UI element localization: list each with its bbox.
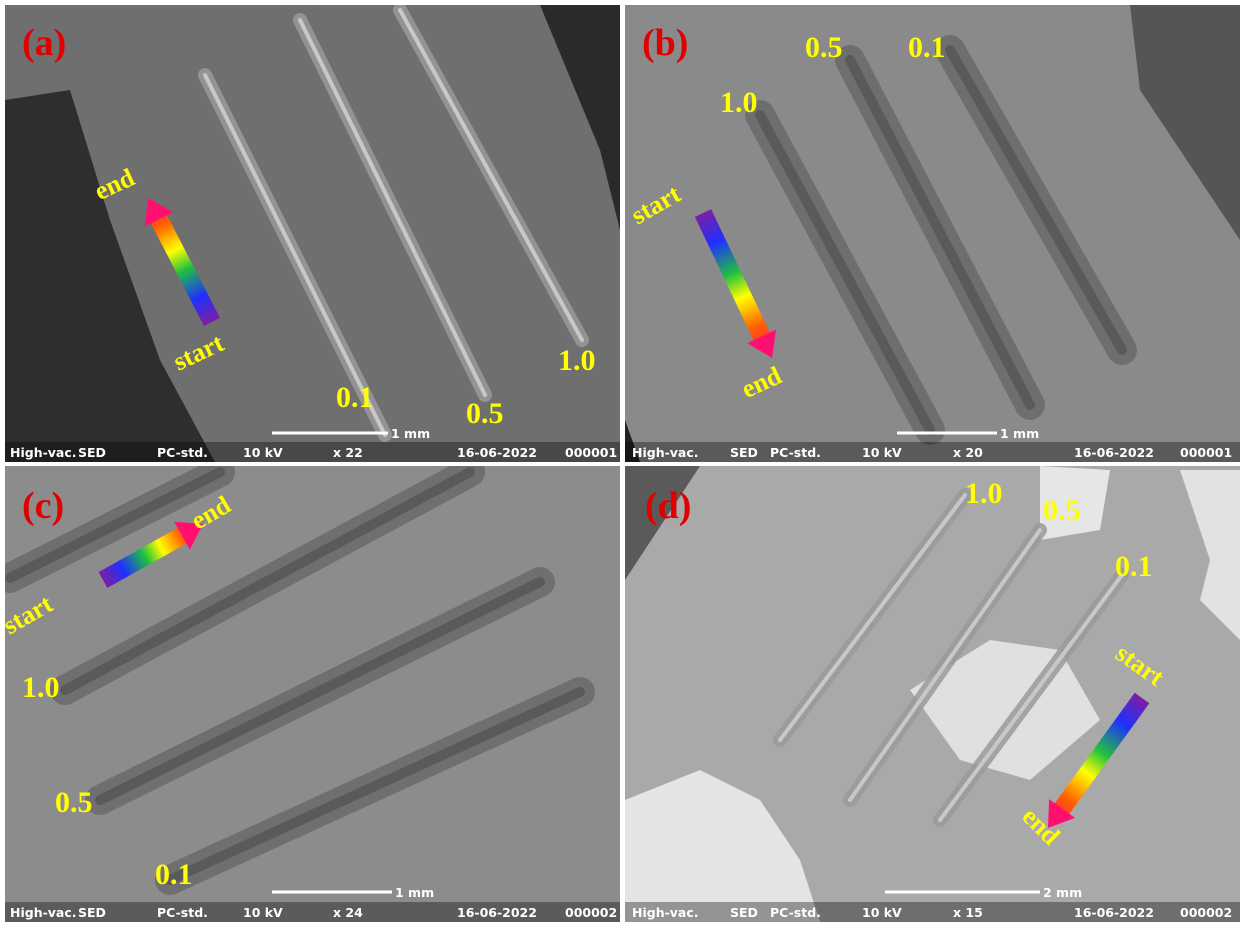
info-text: x 22 <box>333 445 363 460</box>
load-label: 0.5 <box>466 397 504 430</box>
info-text: 000001 <box>565 445 617 460</box>
scale-bar-label: 1 mm <box>1000 426 1039 441</box>
scale-bar-label: 1 mm <box>391 426 430 441</box>
info-text: x 15 <box>953 905 983 920</box>
info-text: 16-06-2022 <box>1074 445 1154 460</box>
info-text: 000001 <box>1180 445 1232 460</box>
load-label: 0.1 <box>908 31 946 64</box>
info-text: SED <box>730 445 758 460</box>
info-text: PC-std. <box>770 445 821 460</box>
load-label: 0.5 <box>55 786 93 819</box>
info-text: SED <box>730 905 758 920</box>
info-text: SED <box>78 905 106 920</box>
figure: High-vac.SEDPC-std.10 kVx 2216-06-202200… <box>0 0 1242 926</box>
load-label: 0.1 <box>155 858 193 891</box>
info-text: 10 kV <box>862 905 902 920</box>
info-text: PC-std. <box>770 905 821 920</box>
load-label: 1.0 <box>965 477 1003 510</box>
info-text: High-vac. <box>10 445 77 460</box>
load-label: 0.5 <box>1043 494 1081 527</box>
load-label: 1.0 <box>22 671 60 704</box>
info-text: High-vac. <box>632 905 699 920</box>
info-text: 000002 <box>565 905 617 920</box>
info-text: SED <box>78 445 106 460</box>
info-text: 000002 <box>1180 905 1232 920</box>
panel-letter: (b) <box>642 22 688 64</box>
panel: High-vac. SED PC-std. 10 kV x 15 16-06-2022 00… <box>625 466 1240 922</box>
info-text: High-vac. <box>10 905 77 920</box>
info-text: 16-06-2022 <box>1074 905 1154 920</box>
info-text: PC-std. <box>157 905 208 920</box>
panel-letter: (d) <box>645 485 691 527</box>
info-text: PC-std. <box>157 445 208 460</box>
info-text: 16-06-2022 <box>457 445 537 460</box>
panel-letter: (a) <box>22 22 66 64</box>
load-label: 1.0 <box>720 86 758 119</box>
info-text: 10 kV <box>243 905 283 920</box>
panel-letter: (c) <box>22 485 64 527</box>
load-label: 0.5 <box>805 31 843 64</box>
info-text: 16-06-2022 <box>457 905 537 920</box>
load-label: 0.1 <box>336 381 374 414</box>
load-label: 1.0 <box>558 344 596 377</box>
scale-bar-label: 2 mm <box>1043 885 1082 900</box>
info-text: x 20 <box>953 445 983 460</box>
info-text: High-vac. <box>632 445 699 460</box>
info-text: x 24 <box>333 905 363 920</box>
panel: High-vac.SED PC-std. 10 kV x 22 16-06-2022 00… <box>5 5 620 462</box>
load-label: 0.1 <box>1115 550 1153 583</box>
panel: High-vac.SED PC-std. 10 kV x 24 16-06-2022 00… <box>0 466 620 922</box>
scale-bar-label: 1 mm <box>395 885 434 900</box>
panel: High-vac. SED PC-std. 10 kV x 20 16-06-2022 00… <box>625 5 1240 462</box>
info-text: 10 kV <box>862 445 902 460</box>
info-text: 10 kV <box>243 445 283 460</box>
